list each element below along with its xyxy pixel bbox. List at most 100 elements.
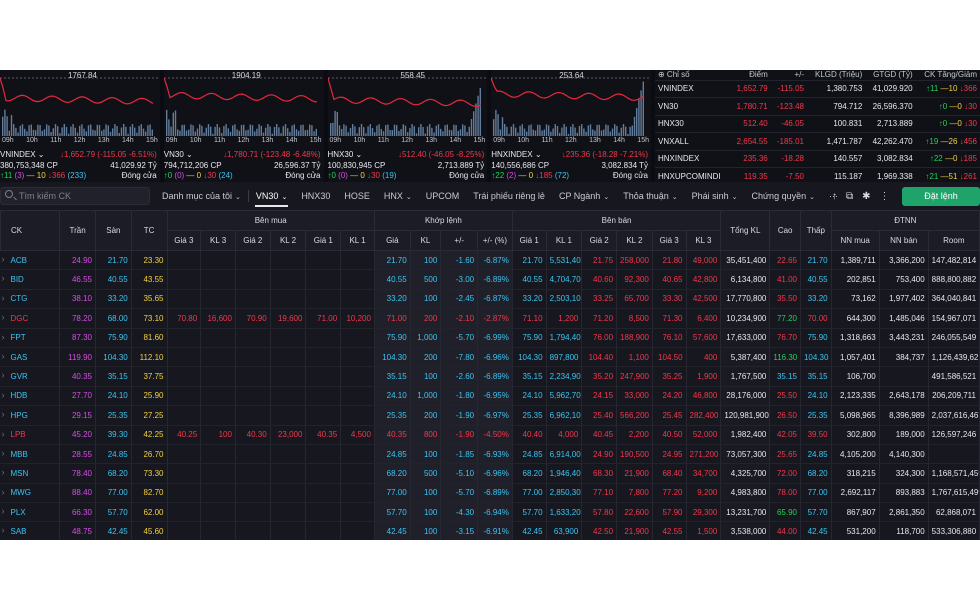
col-s1v[interactable]: KL 1 (545, 230, 583, 251)
tab-9[interactable]: Phái sinh ⌄ (685, 184, 745, 208)
index-value: 2,713.889 Tỷ (437, 161, 485, 170)
tab-3[interactable]: HOSE (337, 184, 377, 208)
table-row[interactable]: HPG29.1525.3527.2525.35200-1.90-6.97%25.… (0, 405, 980, 426)
col-total[interactable]: Tổng KL (720, 210, 771, 251)
col-fsell[interactable]: NN bán (878, 230, 929, 251)
col-b3v[interactable]: KL 3 (200, 230, 236, 251)
table-row[interactable]: SAB48.7542.4545.6042.45100-3.15-6.91%42.… (0, 521, 980, 540)
symbol-cell[interactable]: HPG (0, 405, 61, 426)
symbol-cell[interactable]: LPB (0, 425, 61, 445)
export-icon[interactable]: ⧉ (846, 190, 854, 202)
col-pct[interactable]: +/- (%) (477, 230, 513, 251)
volume-bar (112, 128, 114, 136)
table-row[interactable]: FPT87.3075.9081.6075.901,000-5.70-6.99%7… (0, 328, 980, 348)
cell: 77.00 (95, 483, 132, 504)
symbol-cell[interactable]: HDB (0, 386, 61, 407)
index-row[interactable]: VN30 1,780.71 -123.48 794.712 26,596.370 ↑0 —… (655, 97, 980, 115)
col-floor[interactable]: Sàn (95, 210, 132, 251)
col-b3p[interactable]: Giá 3 (166, 230, 202, 251)
index-name[interactable]: VN30 ⌄ (163, 150, 193, 159)
table-row[interactable]: CTG38.1033.2035.6533.20100-2.45-6.87%33.… (0, 289, 980, 310)
symbol-cell[interactable]: MWG (0, 483, 61, 504)
symbol-cell[interactable]: MSN (0, 463, 61, 484)
symbol-cell[interactable]: DGC (0, 308, 61, 329)
col-ref[interactable]: TC (130, 210, 168, 251)
col-high[interactable]: Cao (769, 210, 801, 251)
table-row[interactable]: MWG88.4077.0082.7077.00100-5.70-6.89%77.… (0, 483, 980, 504)
search-input[interactable]: Tìm kiếm CK (0, 187, 150, 205)
col-s3p[interactable]: Giá 3 (651, 230, 687, 251)
symbol-cell[interactable]: PLX (0, 502, 61, 523)
col-s1p[interactable]: Giá 1 (511, 230, 547, 251)
place-order-button[interactable]: Đặt lệnh (902, 187, 980, 206)
col-b2v[interactable]: KL 2 (269, 230, 307, 251)
tab-7[interactable]: CP Ngành ⌄ (552, 184, 616, 208)
col-symbol[interactable]: CK (0, 210, 61, 251)
symbol-cell[interactable]: CTG (0, 289, 61, 310)
chart-hnx30[interactable]: 558.45 09h 10h 11h 12h 13h 14h 15h HNX30 ⌄ ↓512.4… (327, 70, 492, 182)
tab-4[interactable]: HNX ⌄ (377, 184, 419, 208)
col-b1p[interactable]: Giá 1 (305, 230, 342, 251)
cell (270, 269, 307, 290)
tab-8[interactable]: Thỏa thuận ⌄ (616, 184, 684, 208)
index-row[interactable]: VNINDEX 1,652.79 -115.05 1,380.753 41,029.92… (655, 79, 980, 98)
symbol-cell[interactable]: FPT (0, 328, 61, 348)
table-row[interactable]: MBB28.5524.8526.7024.85100-1.85-6.93%24.… (0, 444, 980, 465)
symbol-cell[interactable]: ACB (0, 250, 61, 271)
symbol-cell[interactable]: MBB (0, 444, 61, 465)
col-fbuy[interactable]: NN mua (830, 230, 880, 251)
col-ceil[interactable]: Trần (59, 210, 96, 251)
index-row[interactable]: HNXUPCOMINDI 119.35 -7.50 115.187 1,969.338 ↑… (655, 167, 980, 185)
tab-0[interactable]: Danh mục của tôi ⌄ (155, 184, 248, 208)
symbol-cell[interactable]: GAS (0, 347, 61, 368)
index-row[interactable]: VNXALL 2,654.55 -185.01 1,471.787 42,262.470… (655, 132, 980, 150)
table-row[interactable]: LPB45.2039.3042.2540.2510040.3023,00040.… (0, 425, 980, 445)
cell: 147,482,814 (928, 250, 980, 271)
index-name[interactable]: HNXINDEX ⌄ (491, 150, 542, 159)
tab-1[interactable]: VN30 ⌄ (249, 184, 294, 208)
symbol-cell[interactable]: GVR (0, 366, 61, 387)
index-row[interactable]: HNXINDEX 235.36 -18.28 140.557 3,082.834 ↑22 … (655, 149, 980, 168)
chart-hnxindex[interactable]: 253.64 09h 10h 11h 12h 13h 14h 15h HNXINDEX ⌄ ↓23… (491, 70, 655, 182)
col-s2p[interactable]: Giá 2 (581, 230, 618, 251)
cell: 65,700 (616, 289, 653, 310)
col-b2p[interactable]: Giá 2 (234, 230, 271, 251)
table-row[interactable]: DGC78.2068.0073.1070.8016,60070.9019,600… (0, 308, 980, 329)
gear-icon[interactable]: ✱ (862, 190, 871, 202)
col-b1v[interactable]: KL 1 (340, 230, 375, 251)
col-s3v[interactable]: KL 3 (685, 230, 722, 251)
col-room[interactable]: Room (927, 230, 980, 251)
index-name[interactable]: VNINDEX ⌄ (0, 150, 45, 159)
tab-10[interactable]: Chứng quyền ⌄ (745, 184, 822, 208)
table-row[interactable]: PLX66.3057.7062.0057.70100-4.30-6.94%57.… (0, 502, 980, 523)
col-s2v[interactable]: KL 2 (616, 230, 653, 251)
col-mp[interactable]: Giá (373, 230, 411, 251)
more-icon[interactable]: ⋮ (879, 190, 890, 202)
volume-bar (98, 124, 101, 136)
tab-11[interactable]: ··· (822, 184, 845, 208)
table-row[interactable]: ACB24.9021.7023.3021.70100-1.60-6.87%21.… (0, 250, 980, 271)
table-row[interactable]: GVR40.3535.1537.7535.15100-2.60-6.89%35.… (0, 366, 980, 387)
col-low[interactable]: Thấp (799, 210, 832, 251)
index-name[interactable]: HNX30 ⌄ (327, 150, 363, 159)
tab-2[interactable]: HNX30 (294, 184, 337, 208)
table-row[interactable]: HDB27.7024.1025.9024.101,000-1.80-6.95%2… (0, 386, 980, 407)
index-row[interactable]: HNX30 512.40 -46.05 100.831 2,713.889 ↑0 —0 ↓… (655, 114, 980, 133)
symbol-cell[interactable]: SAB (0, 521, 61, 540)
tab-5[interactable]: UPCOM (419, 184, 467, 208)
volume-bar (439, 128, 441, 136)
volume-bar (391, 130, 393, 136)
arrow-up-icon[interactable]: ↑ (832, 190, 837, 202)
chart-vn30[interactable]: 1904.19 09h 10h 11h 12h 13h 14h 15h VN30 ⌄ ↓1,780… (163, 70, 328, 182)
chart-vnindex[interactable]: 1767.84 09h 10h 11h 12h 13h 14h 15h VNINDEX ⌄ ↓1,… (0, 70, 164, 182)
symbol-cell[interactable]: BID (0, 269, 61, 290)
cell: 6,134,800 (720, 269, 771, 290)
table-row[interactable]: BID46.5540.5543.5540.55500-3.00-6.89%40.… (0, 269, 980, 290)
table-row[interactable]: GAS119.90104.30112.10104.30200-7.80-6.96… (0, 347, 980, 368)
tab-6[interactable]: Trái phiếu riêng lẻ (466, 184, 552, 208)
table-row[interactable]: MSN78.4068.2073.3068.20500-5.10-6.96%68.… (0, 463, 980, 484)
cell: 33.30 (652, 289, 687, 310)
volume-bar (607, 125, 610, 136)
col-chg[interactable]: +/- (440, 230, 479, 251)
col-mv[interactable]: KL (409, 230, 442, 251)
